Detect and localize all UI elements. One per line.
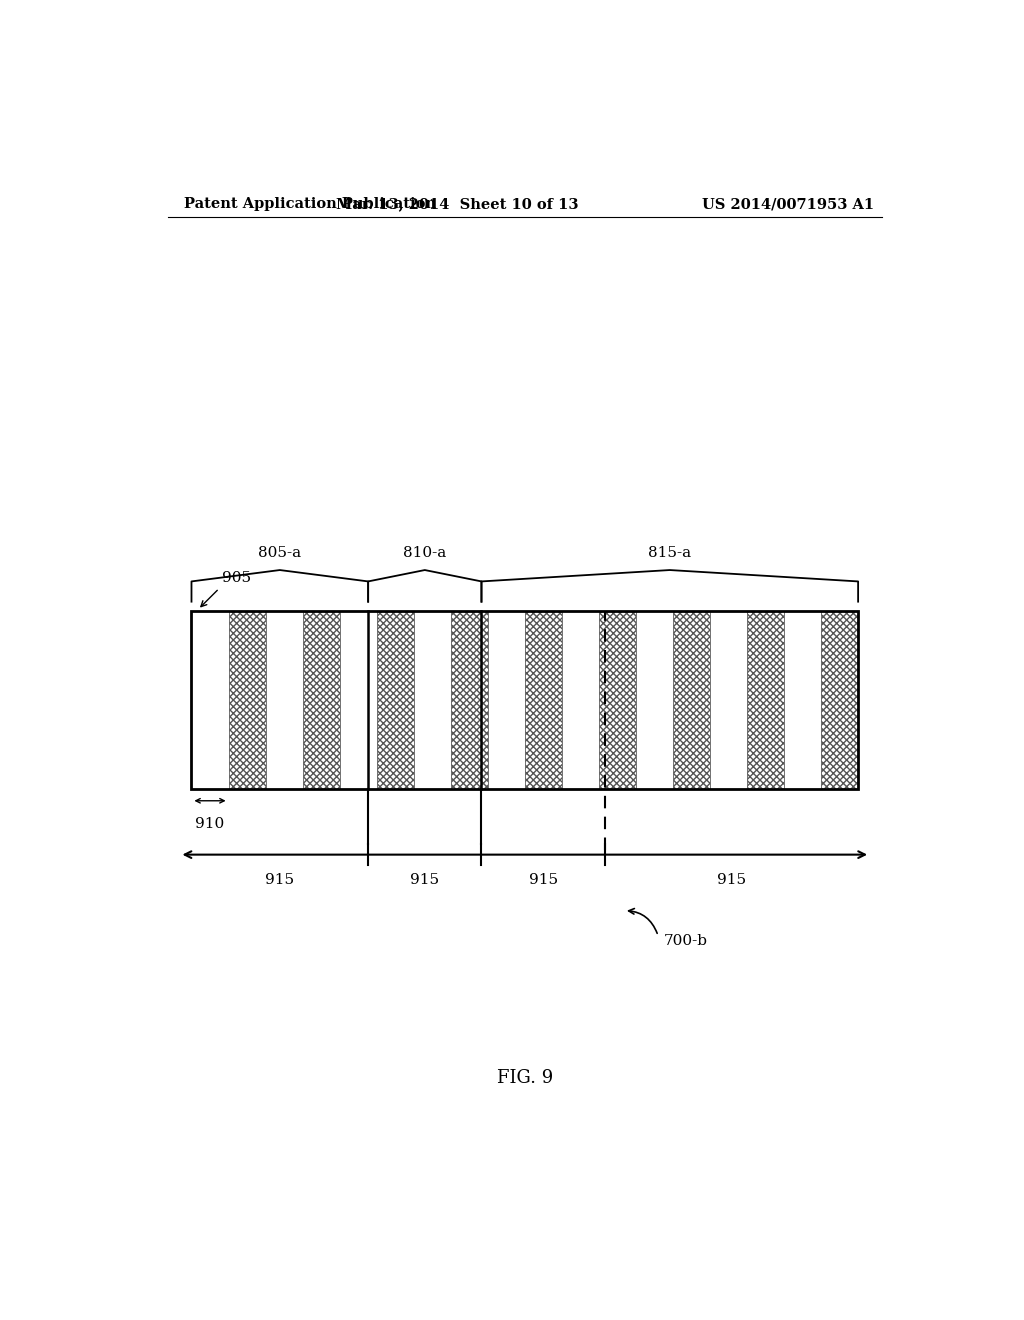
Bar (340, 611, 377, 788)
Text: 915: 915 (528, 873, 558, 887)
Bar (377, 611, 414, 788)
Bar (265, 611, 303, 788)
Bar (784, 611, 821, 788)
Bar (191, 611, 228, 788)
Bar (562, 611, 599, 788)
Bar (746, 611, 784, 788)
Bar (636, 611, 673, 788)
Text: 910: 910 (196, 817, 224, 832)
Bar (191, 611, 858, 788)
Bar (487, 611, 525, 788)
Text: 700-b: 700-b (664, 935, 708, 948)
Text: Mar. 13, 2014  Sheet 10 of 13: Mar. 13, 2014 Sheet 10 of 13 (336, 197, 579, 211)
Text: Patent Application Publication: Patent Application Publication (183, 197, 435, 211)
Text: 905: 905 (221, 572, 251, 585)
Text: FIG. 9: FIG. 9 (497, 1069, 553, 1088)
Bar (451, 611, 487, 788)
Text: 915: 915 (411, 873, 439, 887)
Text: 915: 915 (265, 873, 294, 887)
Bar (524, 611, 562, 788)
Bar (673, 611, 710, 788)
Bar (599, 611, 636, 788)
Bar (710, 611, 748, 788)
Text: 815-a: 815-a (648, 546, 691, 560)
Text: 810-a: 810-a (403, 546, 446, 560)
Bar (303, 611, 340, 788)
Text: US 2014/0071953 A1: US 2014/0071953 A1 (701, 197, 873, 211)
Text: 915: 915 (717, 873, 746, 887)
Bar (414, 611, 451, 788)
Text: 805-a: 805-a (258, 546, 301, 560)
Bar (228, 611, 265, 788)
Bar (821, 611, 858, 788)
